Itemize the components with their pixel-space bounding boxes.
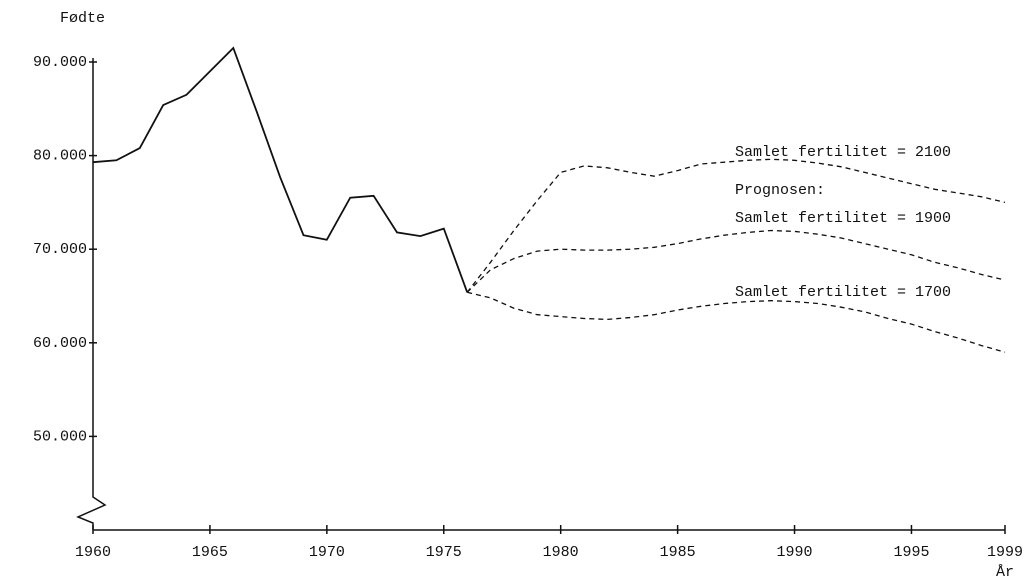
y-axis bbox=[76, 58, 107, 530]
line bbox=[466, 229, 1006, 293]
x-tick-label: 1965 bbox=[192, 544, 228, 561]
y-tick-label: 80.000 bbox=[33, 148, 87, 165]
x-tick-label: 1985 bbox=[660, 544, 696, 561]
line bbox=[467, 291, 1006, 353]
series-label: Samlet fertilitet = 1700 bbox=[735, 284, 951, 301]
y-tick-label: 60.000 bbox=[33, 335, 87, 352]
x-tick-label: 1960 bbox=[75, 544, 111, 561]
line bbox=[92, 46, 469, 293]
series-label: Samlet fertilitet = 2100 bbox=[735, 144, 951, 161]
y-tick-label: 70.000 bbox=[33, 241, 87, 258]
x-tick-label: 1999 bbox=[987, 544, 1023, 561]
annotation: Prognosen: bbox=[735, 182, 825, 199]
x-tick-label: 1975 bbox=[426, 544, 462, 561]
line bbox=[466, 158, 1006, 293]
x-tick-label: 1990 bbox=[777, 544, 813, 561]
x-tick-label: 1970 bbox=[309, 544, 345, 561]
y-tick-label: 50.000 bbox=[33, 428, 87, 445]
series-label: Samlet fertilitet = 1900 bbox=[735, 210, 951, 227]
y-tick-label: 90.000 bbox=[33, 54, 87, 71]
x-axis-label: År bbox=[996, 564, 1014, 581]
y-axis-label: Fødte bbox=[60, 10, 105, 27]
x-tick-label: 1980 bbox=[543, 544, 579, 561]
x-tick-label: 1995 bbox=[893, 544, 929, 561]
